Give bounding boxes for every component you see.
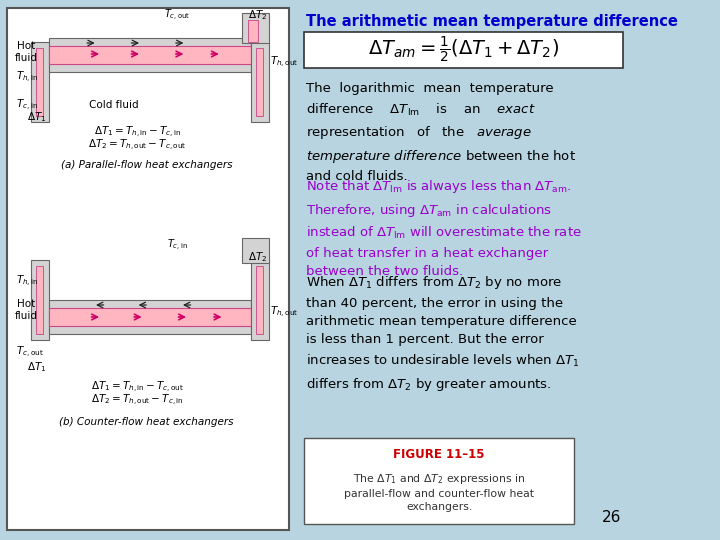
Text: (a) Parallel-flow heat exchangers: (a) Parallel-flow heat exchangers — [60, 160, 232, 170]
Text: Note that $\Delta T_{\rm lm}$ is always less than $\Delta T_{\rm am}$.
Therefore: Note that $\Delta T_{\rm lm}$ is always … — [306, 178, 582, 278]
Text: $\Delta T_2$: $\Delta T_2$ — [248, 250, 268, 264]
Text: When $\Delta T_1$ differs from $\Delta T_2$ by no more
than 40 percent, the erro: When $\Delta T_1$ differs from $\Delta T… — [306, 274, 580, 393]
Text: $\Delta T_1$: $\Delta T_1$ — [27, 360, 46, 374]
Text: $T_{c,\rm out}$: $T_{c,\rm out}$ — [16, 345, 44, 360]
Bar — [251, 42, 269, 122]
Text: $\Delta T_2$: $\Delta T_2$ — [248, 8, 268, 22]
Text: FIGURE 11–15: FIGURE 11–15 — [393, 448, 485, 461]
Text: 26: 26 — [602, 510, 621, 525]
Text: Hot
fluid: Hot fluid — [15, 41, 38, 63]
Bar — [31, 42, 49, 122]
Bar — [49, 46, 251, 64]
Text: $T_{c,\rm out}$: $T_{c,\rm out}$ — [164, 8, 191, 23]
Bar — [49, 38, 251, 72]
FancyBboxPatch shape — [305, 32, 623, 68]
Bar — [242, 13, 269, 43]
FancyBboxPatch shape — [305, 438, 574, 524]
Text: $\Delta T_1 = T_{h,\rm in} - T_{c,\rm in}$: $\Delta T_1 = T_{h,\rm in} - T_{c,\rm in… — [94, 125, 181, 140]
Text: $\Delta T_1 = T_{h,\rm in} - T_{c,\rm out}$: $\Delta T_1 = T_{h,\rm in} - T_{c,\rm ou… — [91, 380, 184, 395]
Bar — [49, 300, 251, 334]
Text: $\Delta T_2 = T_{h,\rm out} - T_{c,\rm out}$: $\Delta T_2 = T_{h,\rm out} - T_{c,\rm o… — [89, 138, 186, 153]
Bar — [251, 260, 269, 340]
Bar — [256, 266, 264, 334]
Text: The  logarithmic  mean  temperature
difference    $\Delta T_{\rm lm}$    is    a: The logarithmic mean temperature differe… — [306, 82, 576, 184]
Bar — [49, 308, 251, 326]
Text: $T_{c,\rm in}$: $T_{c,\rm in}$ — [16, 98, 38, 113]
Text: $T_{h,\rm out}$: $T_{h,\rm out}$ — [270, 55, 298, 70]
Text: Cold fluid: Cold fluid — [89, 100, 138, 110]
Text: $T_{c,\rm in}$: $T_{c,\rm in}$ — [167, 238, 188, 253]
Bar — [256, 48, 264, 116]
Bar — [37, 48, 43, 116]
Text: (b) Counter-flow heat exchangers: (b) Counter-flow heat exchangers — [59, 417, 233, 427]
Bar — [37, 266, 43, 334]
Text: $\Delta T_{am} = \frac{1}{2}(\Delta T_1 + \Delta T_2)$: $\Delta T_{am} = \frac{1}{2}(\Delta T_1 … — [369, 35, 559, 65]
Bar — [242, 238, 269, 263]
FancyBboxPatch shape — [7, 8, 289, 530]
Text: $\Delta T_2 = T_{h,\rm out} - T_{c,\rm in}$: $\Delta T_2 = T_{h,\rm out} - T_{c,\rm i… — [91, 393, 184, 408]
Text: $T_{h,\rm in}$: $T_{h,\rm in}$ — [16, 70, 39, 85]
Bar — [248, 20, 258, 42]
Text: $T_{h,\rm out}$: $T_{h,\rm out}$ — [270, 305, 298, 320]
Text: The arithmetic mean temperature difference: The arithmetic mean temperature differen… — [306, 14, 678, 29]
Bar — [31, 260, 49, 340]
Text: The $\Delta T_1$ and $\Delta T_2$ expressions in
parallel-flow and counter-flow : The $\Delta T_1$ and $\Delta T_2$ expres… — [344, 472, 534, 512]
Text: Hot
fluid: Hot fluid — [15, 299, 38, 321]
Text: $\Delta T_1$: $\Delta T_1$ — [27, 110, 46, 124]
Text: $T_{h,\rm in}$: $T_{h,\rm in}$ — [16, 274, 39, 289]
